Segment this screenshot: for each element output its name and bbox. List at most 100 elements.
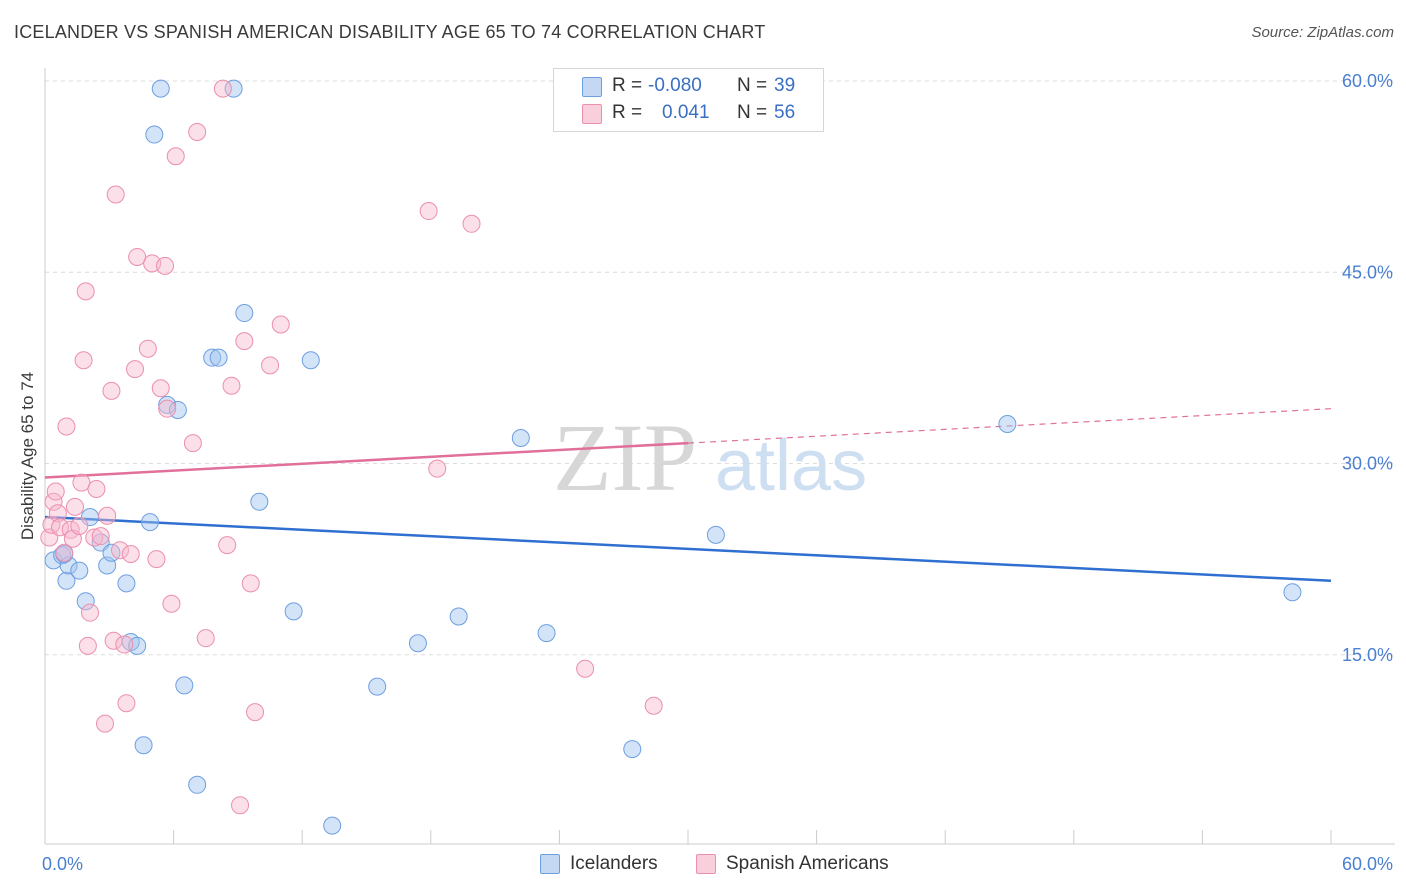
- data-point: [117, 694, 136, 713]
- r-value: 0.041: [662, 102, 710, 123]
- tick-labels: 15.0% 30.0% 45.0% 60.0% 0.0% 60.0%: [42, 71, 1393, 874]
- data-point: [1283, 583, 1302, 602]
- data-points: [40, 79, 1302, 835]
- data-point: [235, 304, 254, 323]
- data-point: [141, 513, 160, 532]
- data-point: [117, 574, 136, 593]
- data-point: [126, 360, 145, 379]
- data-point: [46, 482, 65, 501]
- data-point: [537, 624, 556, 643]
- data-point: [368, 677, 387, 696]
- data-point: [121, 545, 140, 564]
- data-point: [261, 356, 280, 375]
- data-point: [66, 497, 85, 516]
- data-point: [449, 607, 468, 626]
- data-point: [644, 696, 663, 715]
- data-point: [145, 125, 164, 144]
- n-value: 56: [774, 102, 796, 123]
- x-tick-label: 0.0%: [42, 854, 83, 874]
- data-point: [57, 571, 76, 590]
- data-point: [188, 123, 207, 141]
- data-point: [218, 536, 237, 555]
- spanish-americans-swatch: [582, 104, 602, 124]
- y-tick-label: 60.0%: [1342, 71, 1393, 91]
- data-point: [78, 636, 97, 655]
- data-point: [158, 399, 177, 418]
- data-point: [323, 816, 342, 835]
- data-point: [462, 214, 481, 233]
- n-value: 39: [774, 75, 796, 96]
- data-point: [128, 247, 147, 266]
- data-point: [128, 636, 147, 655]
- trend-line: [44, 515, 1332, 583]
- legend-label: Icelanders: [570, 853, 658, 874]
- y-tick-label: 30.0%: [1342, 454, 1393, 474]
- data-point: [72, 473, 91, 492]
- y-tick-label: 45.0%: [1342, 262, 1393, 282]
- data-point: [91, 527, 110, 546]
- data-point: [224, 79, 243, 98]
- watermark-atlas: atlas: [715, 426, 867, 506]
- trend-line-extension: [687, 408, 1332, 444]
- legend-item-icelanders: Icelanders: [540, 852, 658, 876]
- data-point: [70, 516, 89, 535]
- data-point: [85, 528, 104, 547]
- data-point: [428, 459, 447, 478]
- data-point: [175, 676, 194, 695]
- data-point: [213, 79, 232, 98]
- watermark-zip: ZIP: [553, 404, 697, 511]
- data-point: [209, 348, 228, 367]
- icelanders-legend-swatch: [540, 854, 560, 874]
- spanish-americans-legend-swatch: [696, 854, 716, 874]
- data-point: [104, 631, 123, 650]
- data-point: [301, 351, 320, 370]
- r-value: -0.080: [648, 75, 702, 96]
- data-point: [61, 520, 80, 539]
- trend-line: [44, 441, 689, 479]
- data-point: [70, 561, 89, 580]
- data-point: [147, 550, 166, 569]
- y-tick-label: 15.0%: [1342, 645, 1393, 665]
- r-label: R =: [612, 75, 643, 96]
- data-point: [284, 602, 303, 621]
- data-point: [271, 315, 290, 334]
- data-point: [231, 796, 250, 815]
- data-point: [115, 635, 134, 654]
- data-point: [623, 740, 642, 759]
- gridlines: [45, 80, 1395, 656]
- data-point: [57, 417, 76, 436]
- data-point: [250, 492, 269, 511]
- data-point: [111, 541, 130, 560]
- r-label: R =: [612, 102, 643, 123]
- data-point: [419, 202, 438, 221]
- watermark: ZIP atlas: [553, 404, 867, 511]
- data-point: [96, 714, 115, 733]
- data-point: [241, 574, 260, 593]
- data-point: [134, 736, 153, 755]
- data-point: [183, 434, 202, 453]
- legend-item-spanish-americans: Spanish Americans: [696, 852, 889, 876]
- data-point: [203, 348, 222, 367]
- data-point: [706, 525, 725, 544]
- icelanders-swatch: [582, 77, 602, 97]
- data-point: [55, 543, 74, 562]
- data-point: [151, 379, 170, 398]
- data-point: [76, 282, 95, 301]
- data-point: [998, 414, 1017, 433]
- legend-label: Spanish Americans: [726, 853, 889, 874]
- axes: [44, 68, 1395, 845]
- data-point: [235, 332, 254, 351]
- data-point: [246, 703, 265, 722]
- data-point: [48, 504, 67, 523]
- data-point: [408, 634, 427, 653]
- chart-title: ICELANDER VS SPANISH AMERICAN DISABILITY…: [14, 22, 766, 42]
- data-point: [188, 775, 207, 794]
- data-point: [222, 376, 241, 395]
- data-point: [196, 629, 215, 648]
- y-axis-label: Disability Age 65 to 74: [18, 372, 37, 540]
- data-point: [158, 395, 177, 414]
- stats-legend-box: R = -0.080 N = 39 R = 0.041 N = 56: [553, 68, 824, 132]
- data-point: [87, 480, 106, 498]
- n-label: N =: [737, 102, 768, 123]
